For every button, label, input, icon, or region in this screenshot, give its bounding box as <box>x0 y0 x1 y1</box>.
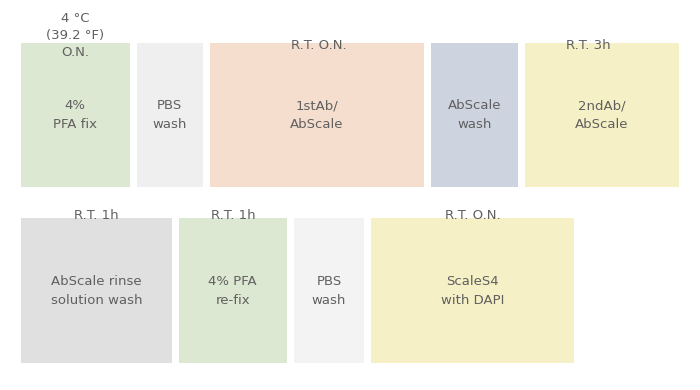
Text: AbScale rinse
solution wash: AbScale rinse solution wash <box>50 275 142 307</box>
Text: 4%
PFA fix: 4% PFA fix <box>53 99 97 131</box>
Bar <box>371 218 574 363</box>
Text: R.T. O.N.: R.T. O.N. <box>444 209 500 222</box>
Text: PBS
wash: PBS wash <box>312 275 346 307</box>
Text: R.T. 1h: R.T. 1h <box>74 209 118 222</box>
Bar <box>210 43 424 187</box>
Bar <box>430 43 518 187</box>
Text: R.T. O.N.: R.T. O.N. <box>290 39 346 52</box>
Bar <box>525 43 679 187</box>
Bar <box>136 43 203 187</box>
Text: 4 °C
(39.2 °F)
O.N.: 4 °C (39.2 °F) O.N. <box>46 12 104 59</box>
Bar <box>21 218 172 363</box>
Bar <box>294 218 364 363</box>
Text: 4% PFA
re-fix: 4% PFA re-fix <box>209 275 257 307</box>
Text: ScaleS4
with DAPI: ScaleS4 with DAPI <box>441 275 504 307</box>
Text: 2ndAb/
AbScale: 2ndAb/ AbScale <box>575 99 629 131</box>
Text: R.T. 1h: R.T. 1h <box>211 209 256 222</box>
Text: R.T. 3h: R.T. 3h <box>566 39 610 52</box>
Text: PBS
wash: PBS wash <box>153 99 187 131</box>
Text: 1stAb/
AbScale: 1stAb/ AbScale <box>290 99 344 131</box>
Text: AbScale
wash: AbScale wash <box>447 99 501 131</box>
Bar <box>21 43 130 187</box>
Bar <box>178 218 287 363</box>
